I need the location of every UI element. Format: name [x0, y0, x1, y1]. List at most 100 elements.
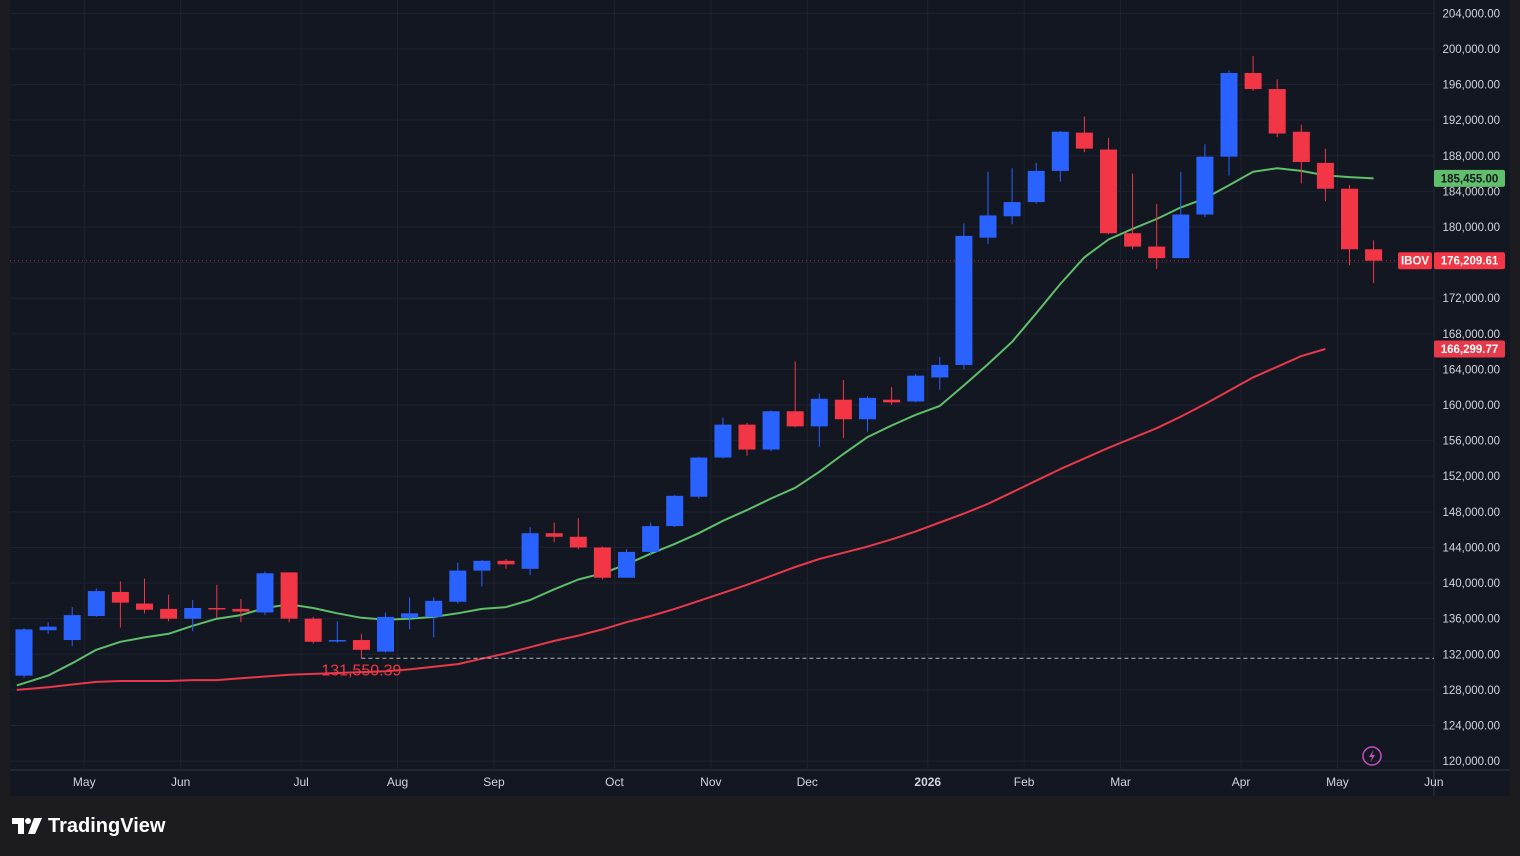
candle-body	[87, 591, 105, 616]
candle-body	[497, 560, 515, 565]
candle-body	[545, 533, 563, 537]
y-tick-label: 180,000.00	[1442, 222, 1500, 234]
candle	[1365, 240, 1383, 284]
price-badges: 185,455.00 166,299.77 IBOV 176,209.61	[1398, 169, 1505, 358]
candle	[208, 584, 226, 618]
candle-body	[63, 615, 81, 641]
candle	[666, 494, 684, 527]
candle	[111, 581, 129, 628]
candle-body	[328, 640, 346, 642]
candle	[738, 422, 756, 456]
candle	[642, 522, 660, 556]
candle	[810, 393, 828, 447]
candle-body	[569, 536, 587, 548]
candle	[786, 361, 804, 428]
candle-body	[1075, 132, 1093, 149]
candle-body	[1003, 202, 1021, 217]
y-tick-label: 140,000.00	[1442, 578, 1500, 590]
candle-body	[834, 399, 852, 420]
candle-body	[15, 629, 33, 676]
candle-body	[232, 608, 250, 612]
y-tick-label: 144,000.00	[1442, 542, 1500, 554]
candle-body	[377, 616, 394, 652]
y-tick-label: 204,000.00	[1442, 8, 1500, 20]
candle-body	[642, 526, 660, 552]
x-tick-label: Nov	[700, 775, 721, 789]
candle	[401, 597, 419, 630]
candle	[545, 522, 563, 543]
candle-body	[955, 235, 973, 365]
candle	[931, 356, 949, 390]
candles	[15, 56, 1383, 678]
last-price-badge: 176,209.61	[1434, 252, 1505, 270]
x-tick-label: Aug	[387, 775, 408, 789]
candle	[1292, 124, 1310, 184]
plot-background	[10, 0, 1434, 770]
overlays: 131,550.39	[10, 260, 1434, 679]
tradingview-logo[interactable]: TradingView	[12, 812, 165, 840]
candle-body	[931, 364, 949, 378]
x-tick-label: Feb	[1014, 775, 1035, 789]
y-tick-label: 164,000.00	[1442, 364, 1500, 376]
candle-body	[1365, 249, 1383, 261]
candle	[497, 559, 515, 569]
candle	[39, 622, 57, 634]
candle	[1075, 116, 1093, 153]
candle-body	[786, 411, 804, 427]
candle	[1196, 144, 1214, 218]
time-axis-panel[interactable]	[10, 770, 1510, 796]
y-tick-label: 188,000.00	[1442, 151, 1500, 163]
y-tick-label: 152,000.00	[1442, 471, 1500, 483]
candle	[425, 597, 443, 638]
x-tick-label: 2026	[914, 775, 941, 789]
candle-body	[401, 613, 419, 618]
x-tick-label: Sep	[483, 775, 505, 789]
candle	[160, 594, 178, 622]
candle	[63, 607, 81, 647]
candle-body	[1341, 188, 1358, 250]
y-tick-label: 160,000.00	[1442, 400, 1500, 412]
y-tick-label: 200,000.00	[1442, 44, 1500, 56]
candle	[1316, 148, 1334, 202]
last-price-badge-box	[1434, 252, 1505, 270]
candle	[1100, 137, 1117, 235]
candle-body	[136, 603, 153, 610]
lightning-icon	[1369, 750, 1375, 762]
ma-slow-badge: 166,299.77	[1434, 340, 1505, 358]
candle	[136, 578, 153, 614]
y-tick-label: 168,000.00	[1442, 329, 1500, 341]
candle-body	[304, 618, 322, 642]
ma-fast-badge-text: 185,455.00	[1441, 173, 1499, 185]
candle-body	[690, 457, 708, 497]
low-annotation: 131,550.39	[321, 662, 401, 679]
symbol-badge-box	[1398, 252, 1432, 270]
lightning-button[interactable]	[1362, 746, 1382, 766]
candle-body	[280, 572, 298, 619]
candle-body	[1316, 162, 1334, 189]
candle	[328, 621, 346, 643]
candle	[1172, 171, 1190, 259]
candle	[907, 373, 925, 403]
x-tick-label: May	[1326, 775, 1349, 789]
candle-body	[184, 607, 202, 619]
x-tick-label: Apr	[1232, 775, 1251, 789]
candle	[714, 417, 732, 459]
candle	[449, 562, 467, 604]
moving-average-line	[16, 348, 1326, 691]
candle-body	[979, 215, 997, 238]
x-tick-label: Jul	[293, 775, 308, 789]
candle-body	[160, 608, 178, 619]
ma-fast-badge-box	[1434, 169, 1505, 187]
candle	[979, 171, 997, 244]
candle	[1268, 79, 1286, 138]
x-tick-label: Oct	[605, 775, 624, 789]
candle	[618, 549, 635, 578]
candle-body	[449, 570, 467, 602]
candle	[883, 387, 901, 406]
candle	[280, 572, 298, 623]
price-axis-panel[interactable]	[1434, 0, 1510, 770]
y-tick-label: 192,000.00	[1442, 115, 1500, 127]
candle-body	[1100, 149, 1117, 234]
